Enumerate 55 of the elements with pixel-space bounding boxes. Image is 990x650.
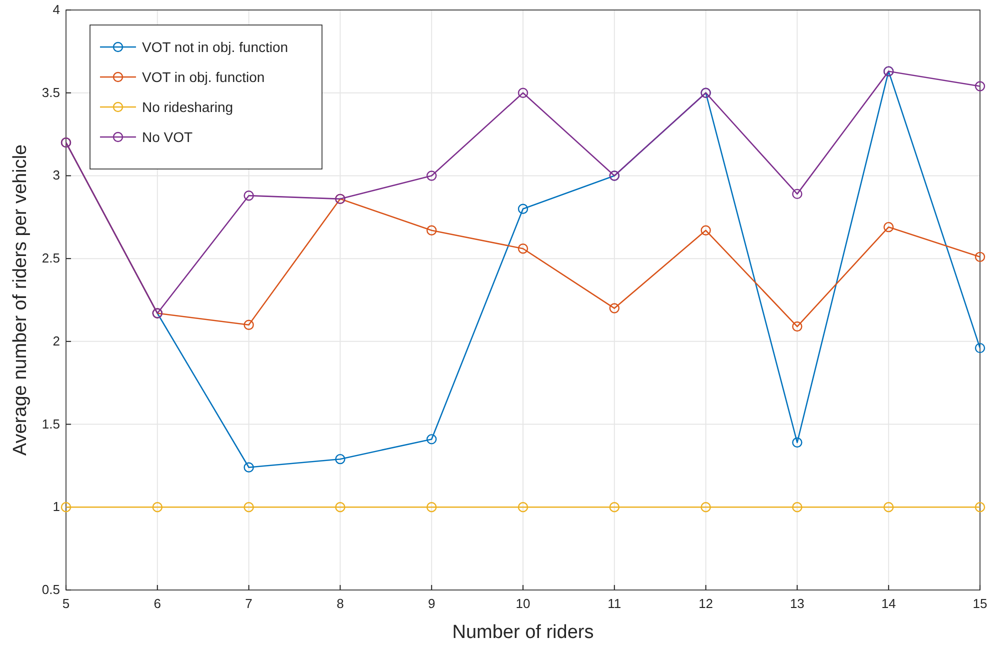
point — [518, 88, 528, 98]
x-tick-label: 7 — [245, 596, 252, 611]
point — [244, 190, 254, 201]
point — [974, 81, 986, 92]
point — [518, 244, 528, 254]
point — [335, 454, 346, 464]
point — [884, 502, 894, 512]
point — [884, 222, 894, 232]
point — [974, 502, 986, 512]
x-tick-label: 6 — [154, 596, 162, 611]
x-tick-label: 9 — [428, 596, 436, 611]
y-axis-title: Average number of riders per vehicle — [10, 144, 31, 456]
y-tick-label: 3.5 — [42, 84, 60, 100]
legend-label: VOT not in obj. function — [142, 39, 288, 55]
point — [518, 204, 528, 214]
legend-label: No ridesharing — [142, 99, 234, 115]
x-tick-label: 13 — [790, 596, 804, 611]
point — [609, 502, 620, 512]
point — [244, 502, 254, 512]
legend-label: VOT in obj. function — [142, 69, 265, 85]
y-tick-label: 1.5 — [42, 416, 60, 432]
point — [244, 462, 254, 472]
point — [700, 225, 711, 236]
point — [426, 225, 437, 236]
x-tick-label: 10 — [516, 596, 530, 611]
legend-label: No VOT — [142, 129, 194, 145]
point — [792, 321, 802, 332]
point — [792, 437, 802, 448]
y-tick-label: 0.5 — [42, 582, 60, 597]
y-tick-label: 1 — [52, 499, 60, 514]
y-tick-label: 2 — [52, 333, 60, 348]
y-tick-label: 4 — [52, 2, 60, 17]
point — [974, 252, 986, 262]
y-tick-label: 3 — [52, 168, 60, 183]
point — [792, 502, 802, 512]
point — [426, 502, 437, 512]
x-axis-title: Number of riders — [452, 622, 594, 643]
point — [792, 188, 802, 200]
point — [244, 320, 254, 330]
point — [609, 303, 620, 314]
point — [426, 170, 437, 181]
x-tick-label: 8 — [336, 596, 344, 611]
x-tick-label: 11 — [608, 596, 622, 611]
x-tick-label: 12 — [698, 596, 714, 611]
x-tick-label: 15 — [972, 596, 988, 611]
point — [700, 502, 711, 512]
point — [60, 502, 72, 512]
point — [335, 502, 346, 512]
point — [426, 434, 437, 444]
x-tick-label: 14 — [881, 596, 896, 611]
y-tick-label: 2.5 — [42, 250, 60, 266]
point — [974, 342, 986, 354]
x-tick-label: 5 — [62, 596, 70, 611]
point — [518, 502, 528, 512]
point — [152, 502, 162, 512]
